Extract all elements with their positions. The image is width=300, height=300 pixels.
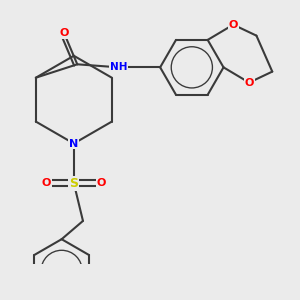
Text: O: O: [97, 178, 106, 188]
Text: NH: NH: [110, 62, 128, 72]
Text: O: O: [244, 78, 254, 88]
Text: S: S: [69, 177, 78, 190]
Text: O: O: [42, 178, 51, 188]
Text: N: N: [69, 139, 78, 148]
Text: O: O: [229, 20, 238, 30]
Text: O: O: [59, 28, 68, 38]
